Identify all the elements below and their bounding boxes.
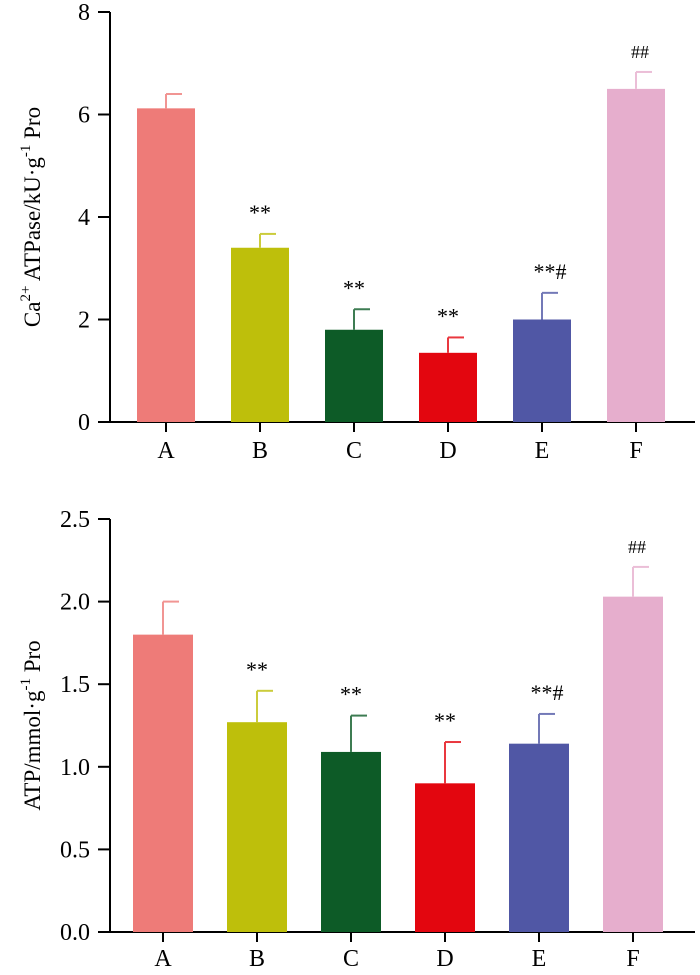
significance-label-D: ** — [437, 303, 459, 328]
significance-label-F: ## — [628, 537, 646, 557]
y-axis-title-part: Pro — [20, 640, 45, 678]
significance-label-B: ** — [246, 657, 268, 682]
y-axis-title-sup: -1 — [18, 145, 34, 158]
bar-A — [133, 634, 193, 932]
bar-D — [419, 352, 477, 422]
category-label-B: B — [252, 438, 268, 464]
y-tick-label: 6 — [78, 103, 90, 129]
atp-chart: 0.0 0.5 1.0 1.5 2.0 2.5 A B ** C ** D ** E **# F ## ATP/m… — [18, 507, 695, 972]
y-axis-title-sup: 2+ — [18, 286, 34, 302]
bar-B — [231, 247, 289, 422]
y-axis-title-part: ATPase/kU·g — [20, 157, 45, 286]
bar-D — [415, 783, 475, 932]
category-label-F: F — [626, 946, 639, 970]
significance-label-C: ** — [340, 682, 362, 707]
bar-E — [509, 743, 569, 932]
y-axis-title-sup: -1 — [18, 678, 34, 691]
y-tick-label: 8 — [78, 0, 90, 26]
y-tick-label: 0 — [78, 410, 90, 436]
bar-B — [227, 722, 287, 932]
y-tick-label: 2.5 — [60, 507, 90, 533]
significance-label-B: ** — [249, 200, 271, 225]
significance-label-D: ** — [434, 708, 456, 733]
category-label-C: C — [346, 438, 362, 464]
bar-A — [137, 108, 195, 422]
category-label-F: F — [629, 438, 642, 464]
y-tick-label: 1.5 — [60, 672, 90, 698]
significance-label-C: ** — [343, 275, 365, 300]
bar-C — [325, 329, 383, 422]
y-tick-label: 1.0 — [60, 755, 90, 781]
y-axis-title: Ca2+ ATPase/kU·g-1 Pro — [18, 107, 45, 327]
y-tick-label: 2 — [78, 308, 90, 334]
significance-label-E: **# — [534, 259, 567, 284]
y-axis-title-part: Pro — [20, 107, 45, 145]
category-label-A: A — [157, 438, 175, 464]
category-label-E: E — [535, 438, 550, 464]
bar-C — [321, 751, 381, 932]
category-label-B: B — [249, 946, 265, 970]
y-axis-title-part: Ca — [20, 302, 45, 328]
category-label-A: A — [154, 946, 172, 970]
category-label-C: C — [343, 946, 359, 970]
bar-E — [513, 319, 571, 422]
ca-atpase-chart: 0 2 4 6 8 A B ** C ** D ** E **# F ## Ca2+ ATPase/kU·g-1… — [18, 0, 695, 464]
bar-F — [603, 596, 663, 932]
y-axis-title-part: ATP/mmol·g — [20, 690, 45, 811]
y-tick-label: 4 — [78, 205, 90, 231]
y-tick-label: 0.5 — [60, 837, 90, 863]
y-axis-title: ATP/mmol·g-1 Pro — [18, 640, 45, 810]
category-label-D: D — [439, 438, 456, 464]
y-tick-label: 2.0 — [60, 590, 90, 616]
category-label-D: D — [436, 946, 453, 970]
significance-label-E: **# — [531, 680, 564, 705]
y-tick-label: 0.0 — [60, 920, 90, 946]
significance-label-F: ## — [631, 42, 649, 62]
bar-F — [607, 88, 665, 422]
category-label-E: E — [532, 946, 547, 970]
